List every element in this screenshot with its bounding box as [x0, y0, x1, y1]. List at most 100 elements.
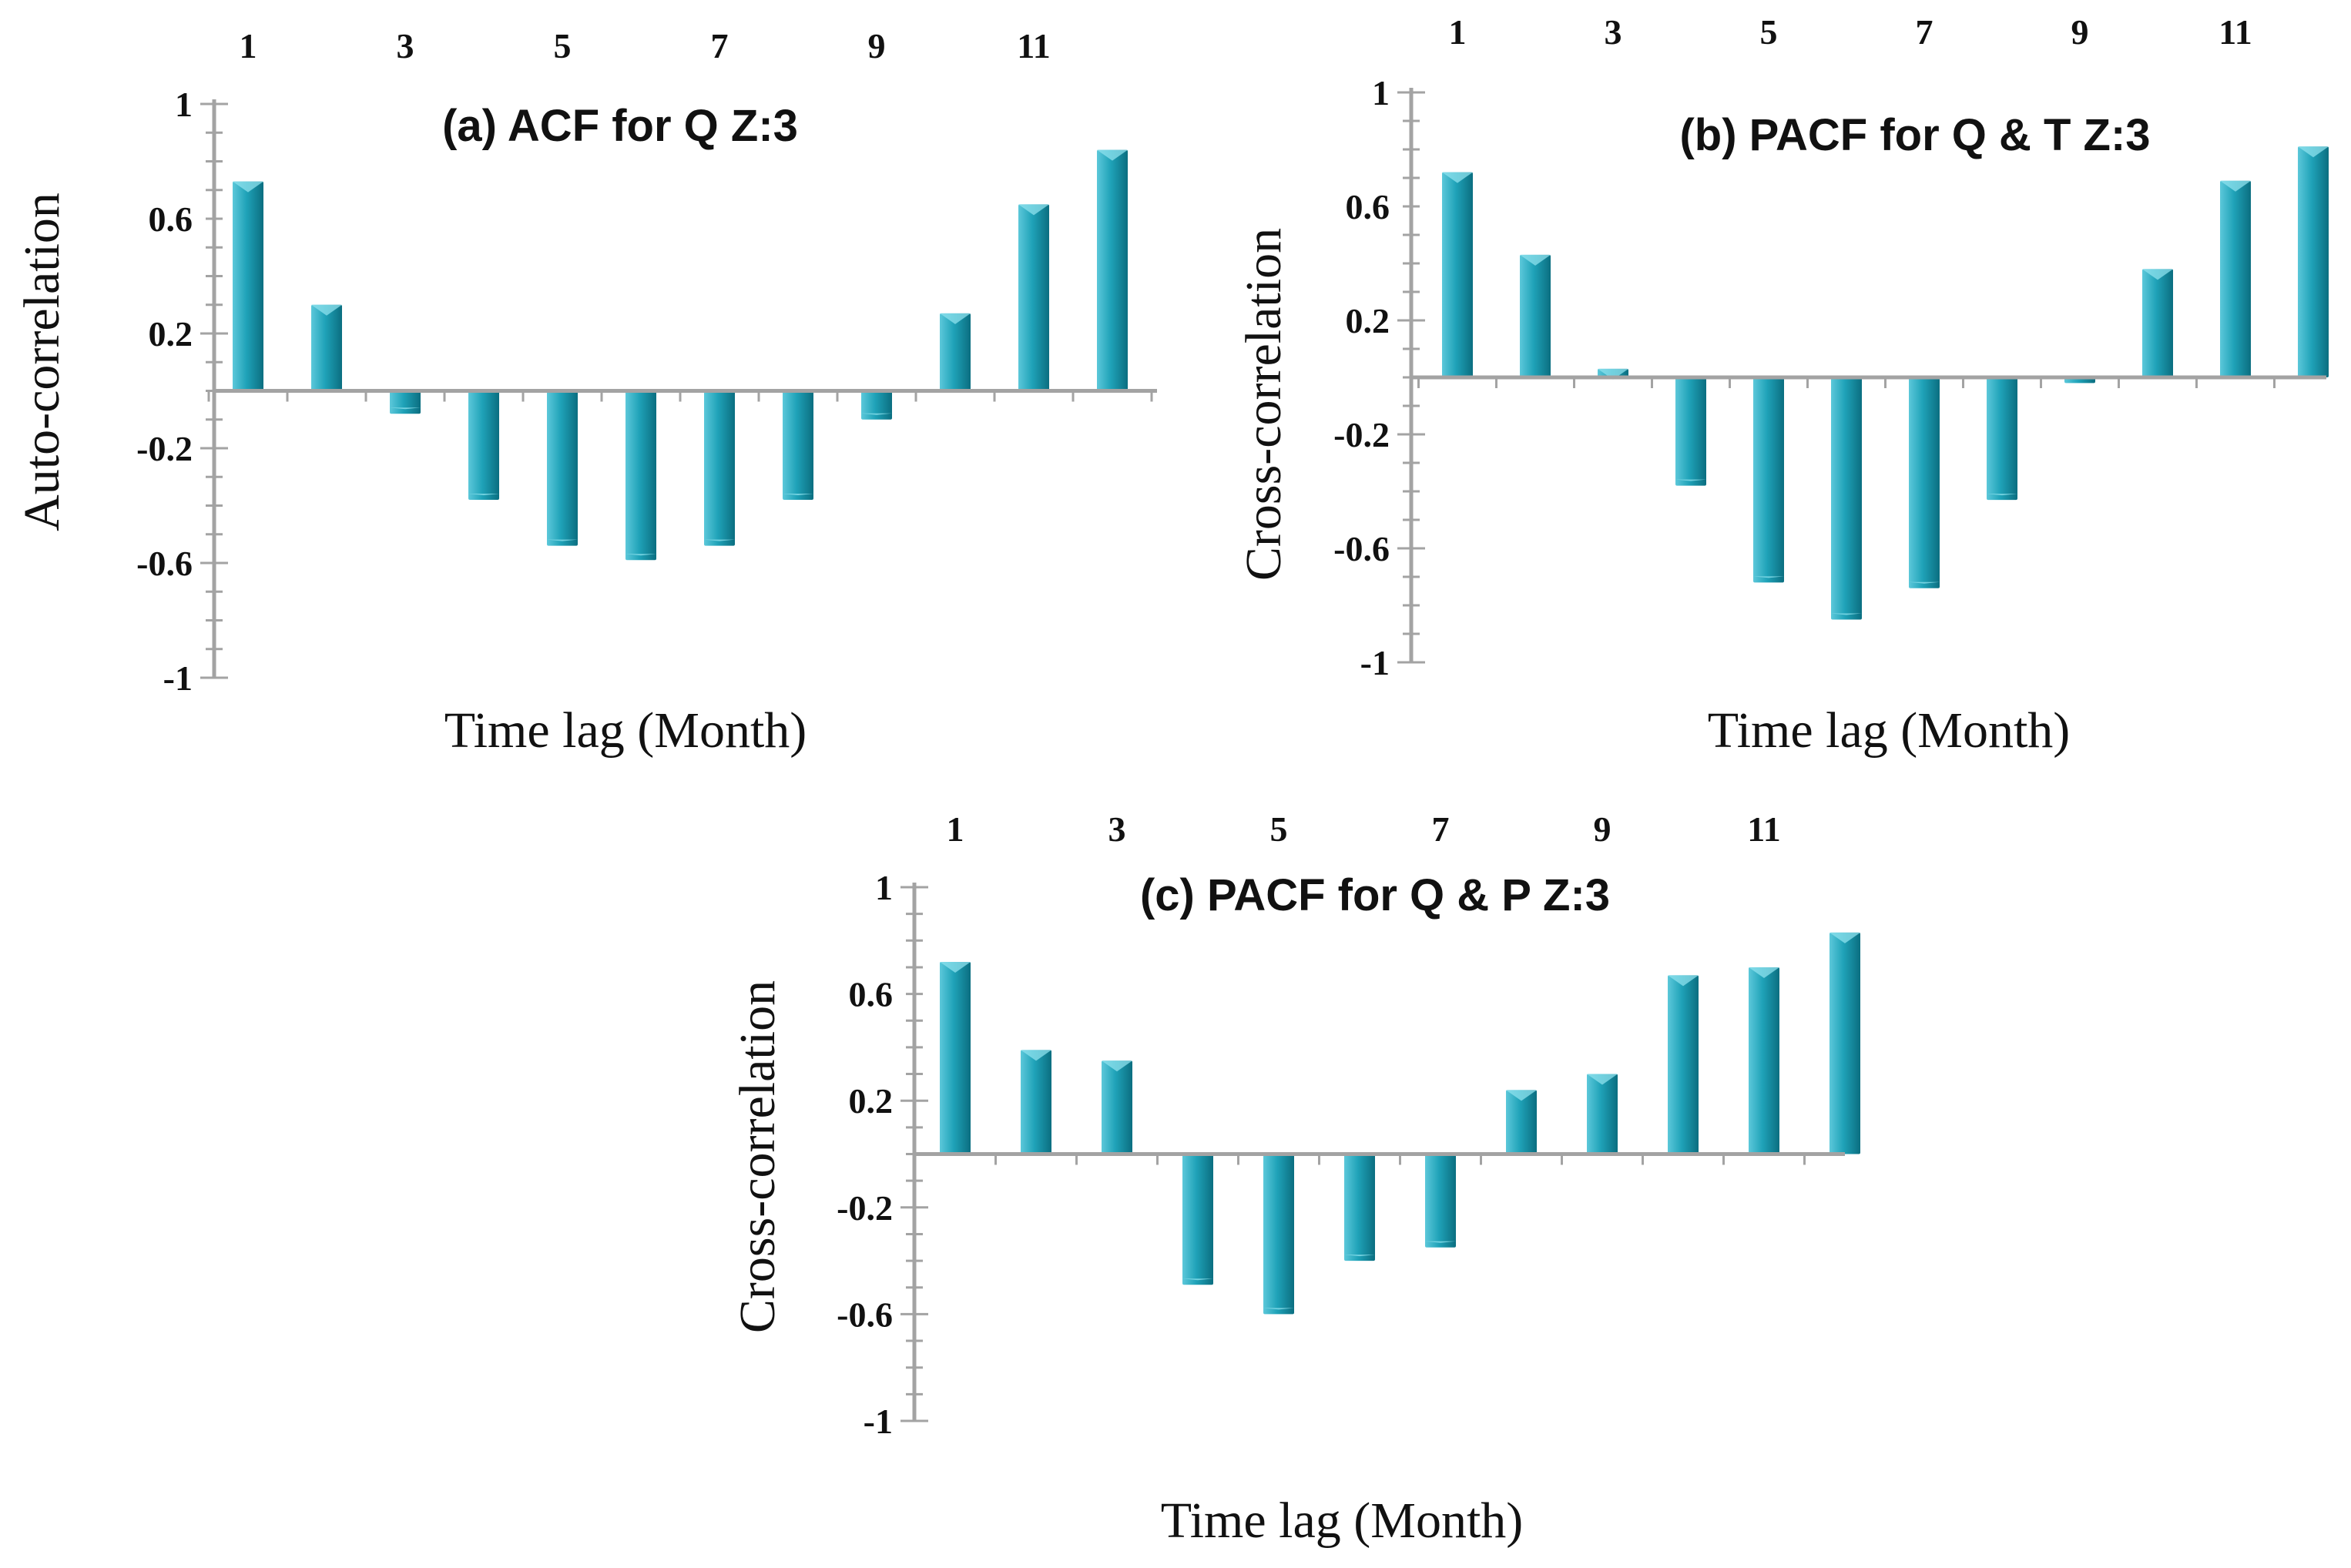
bar-cap-b-lag-2	[1520, 254, 1551, 266]
bar-cap-b-lag-4	[1675, 479, 1706, 481]
bar-c-lag-11	[1749, 967, 1779, 1154]
x-tick-label-b-5: 5	[1760, 12, 1778, 52]
x-tick-labels-a: 1 3 5 7 9 11	[240, 26, 1051, 65]
x-tick-label-c-7: 7	[1432, 809, 1450, 849]
x-tick-labels-c: 1 3 5 7 9 11	[947, 809, 1781, 849]
x-tick-label-a-5: 5	[554, 26, 572, 65]
bar-b-lag-2	[1520, 254, 1551, 377]
bar-c-lag-7	[1425, 1154, 1456, 1248]
bar-c-lag-5	[1263, 1154, 1294, 1315]
bar-cap-c-lag-3	[1102, 1060, 1132, 1072]
y-tick-label-c-2: 0.2	[849, 1081, 894, 1121]
y-tick-label-a-1: 0.6	[149, 199, 193, 239]
chart-title-b: (b) PACF for Q & T Z:3	[1679, 110, 2150, 160]
y-tick-labels-c: 1 0.6 0.2 -0.2 -0.6 -1	[837, 868, 893, 1441]
bar-cap-b-lag-12	[2298, 146, 2329, 158]
y-tick-label-b-0: 1	[1372, 73, 1390, 112]
bar-cap-b-lag-7	[1909, 581, 1940, 584]
bar-cap-a-lag-10	[940, 313, 971, 324]
x-tick-label-b-11: 11	[2219, 12, 2252, 52]
bar-b-lag-6	[1831, 377, 1862, 620]
bar-cap-b-lag-8	[1987, 494, 2017, 496]
bar-a-lag-2	[311, 304, 342, 391]
bar-c-lag-8	[1506, 1090, 1537, 1154]
x-tick-label-a-3: 3	[397, 26, 414, 65]
bar-cap-b-lag-1	[1442, 172, 1473, 183]
bar-cap-c-lag-10	[1668, 975, 1699, 987]
bar-cap-a-lag-4	[468, 494, 499, 496]
bar-b-lag-10	[2142, 269, 2173, 377]
axes-b	[1397, 88, 2326, 664]
bar-cap-c-lag-4	[1182, 1278, 1213, 1281]
chart-panel-a: (a) ACF for Q Z:3 Auto-correlation Time …	[14, 26, 1157, 759]
x-tick-label-b-1: 1	[1449, 12, 1467, 52]
bar-b-lag-1	[1442, 172, 1473, 377]
x-tick-label-c-3: 3	[1108, 809, 1126, 849]
y-tick-label-b-4: -0.6	[1333, 529, 1390, 568]
y-tick-label-c-4: -0.6	[837, 1295, 893, 1334]
bar-cap-c-lag-7	[1425, 1241, 1456, 1243]
bar-cap-a-lag-9	[861, 413, 892, 415]
y-axis-label-b: Cross-correlation	[1236, 228, 1292, 581]
bar-cap-b-lag-5	[1753, 576, 1784, 578]
bar-cap-c-lag-8	[1506, 1090, 1537, 1101]
bar-cap-b-lag-10	[2142, 269, 2173, 280]
axes-c	[900, 883, 1845, 1422]
bar-cap-a-lag-11	[1018, 204, 1049, 216]
y-tick-label-c-1: 0.6	[849, 975, 894, 1014]
chart-panel-c: (c) PACF for Q & P Z:3 Cross-correlation…	[729, 809, 1860, 1549]
bar-cap-a-lag-8	[783, 494, 813, 496]
axes-a	[200, 99, 1157, 679]
bar-cap-a-lag-2	[311, 304, 342, 316]
bar-a-lag-7	[704, 390, 735, 546]
bar-a-lag-8	[783, 390, 813, 501]
bar-cap-c-lag-1	[940, 962, 971, 973]
bar-a-lag-11	[1018, 204, 1049, 391]
y-tick-label-a-3: -0.2	[136, 429, 193, 468]
bar-series-b	[1442, 146, 2329, 620]
bar-cap-a-lag-1	[233, 181, 263, 193]
bar-a-lag-1	[233, 181, 263, 391]
bar-b-lag-4	[1675, 377, 1706, 486]
x-tick-label-a-1: 1	[240, 26, 257, 65]
bar-c-lag-10	[1668, 975, 1699, 1154]
bar-b-lag-8	[1987, 377, 2017, 501]
bar-c-lag-3	[1102, 1060, 1132, 1154]
chart-panel-b: (b) PACF for Q & T Z:3 Cross-correlation…	[1236, 12, 2329, 759]
bar-cap-a-lag-6	[625, 554, 656, 556]
x-tick-label-c-5: 5	[1270, 809, 1288, 849]
y-tick-labels-b: 1 0.6 0.2 -0.2 -0.6 -1	[1333, 73, 1390, 682]
y-tick-label-b-1: 0.6	[1346, 187, 1390, 226]
y-tick-label-c-3: -0.2	[837, 1188, 893, 1228]
y-tick-labels-a: 1 0.6 0.2 -0.2 -0.6 -1	[136, 85, 193, 698]
bar-cap-c-lag-6	[1344, 1255, 1375, 1257]
bar-a-lag-6	[625, 390, 656, 561]
x-tick-label-a-7: 7	[711, 26, 729, 65]
bar-cap-a-lag-3	[390, 407, 421, 410]
bar-a-lag-4	[468, 390, 499, 501]
x-axis-label-c: Time lag (Month)	[1161, 1493, 1524, 1549]
bar-b-lag-7	[1909, 377, 1940, 588]
y-tick-label-b-5: -1	[1360, 643, 1390, 682]
y-tick-label-a-2: 0.2	[149, 314, 193, 353]
bar-b-lag-12	[2298, 146, 2329, 378]
bar-cap-b-lag-11	[2220, 180, 2251, 192]
bar-cap-c-lag-12	[1829, 932, 1860, 943]
bar-b-lag-5	[1753, 377, 1784, 583]
bar-a-lag-10	[940, 313, 971, 391]
bar-series-c	[940, 932, 1860, 1315]
bar-series-a	[233, 149, 1128, 561]
bar-cap-a-lag-7	[704, 539, 735, 541]
bar-cap-c-lag-11	[1749, 967, 1779, 978]
x-axis-label-a: Time lag (Month)	[444, 702, 807, 759]
bar-cap-c-lag-5	[1263, 1308, 1294, 1310]
y-tick-label-b-3: -0.2	[1333, 415, 1390, 454]
bar-b-lag-11	[2220, 180, 2251, 377]
bar-a-lag-12	[1097, 149, 1128, 391]
bar-a-lag-5	[547, 390, 578, 546]
x-axis-label-b: Time lag (Month)	[1708, 702, 2071, 759]
bar-cap-b-lag-6	[1831, 613, 1862, 615]
x-tick-label-b-3: 3	[1605, 12, 1622, 52]
bar-c-lag-2	[1021, 1050, 1051, 1154]
